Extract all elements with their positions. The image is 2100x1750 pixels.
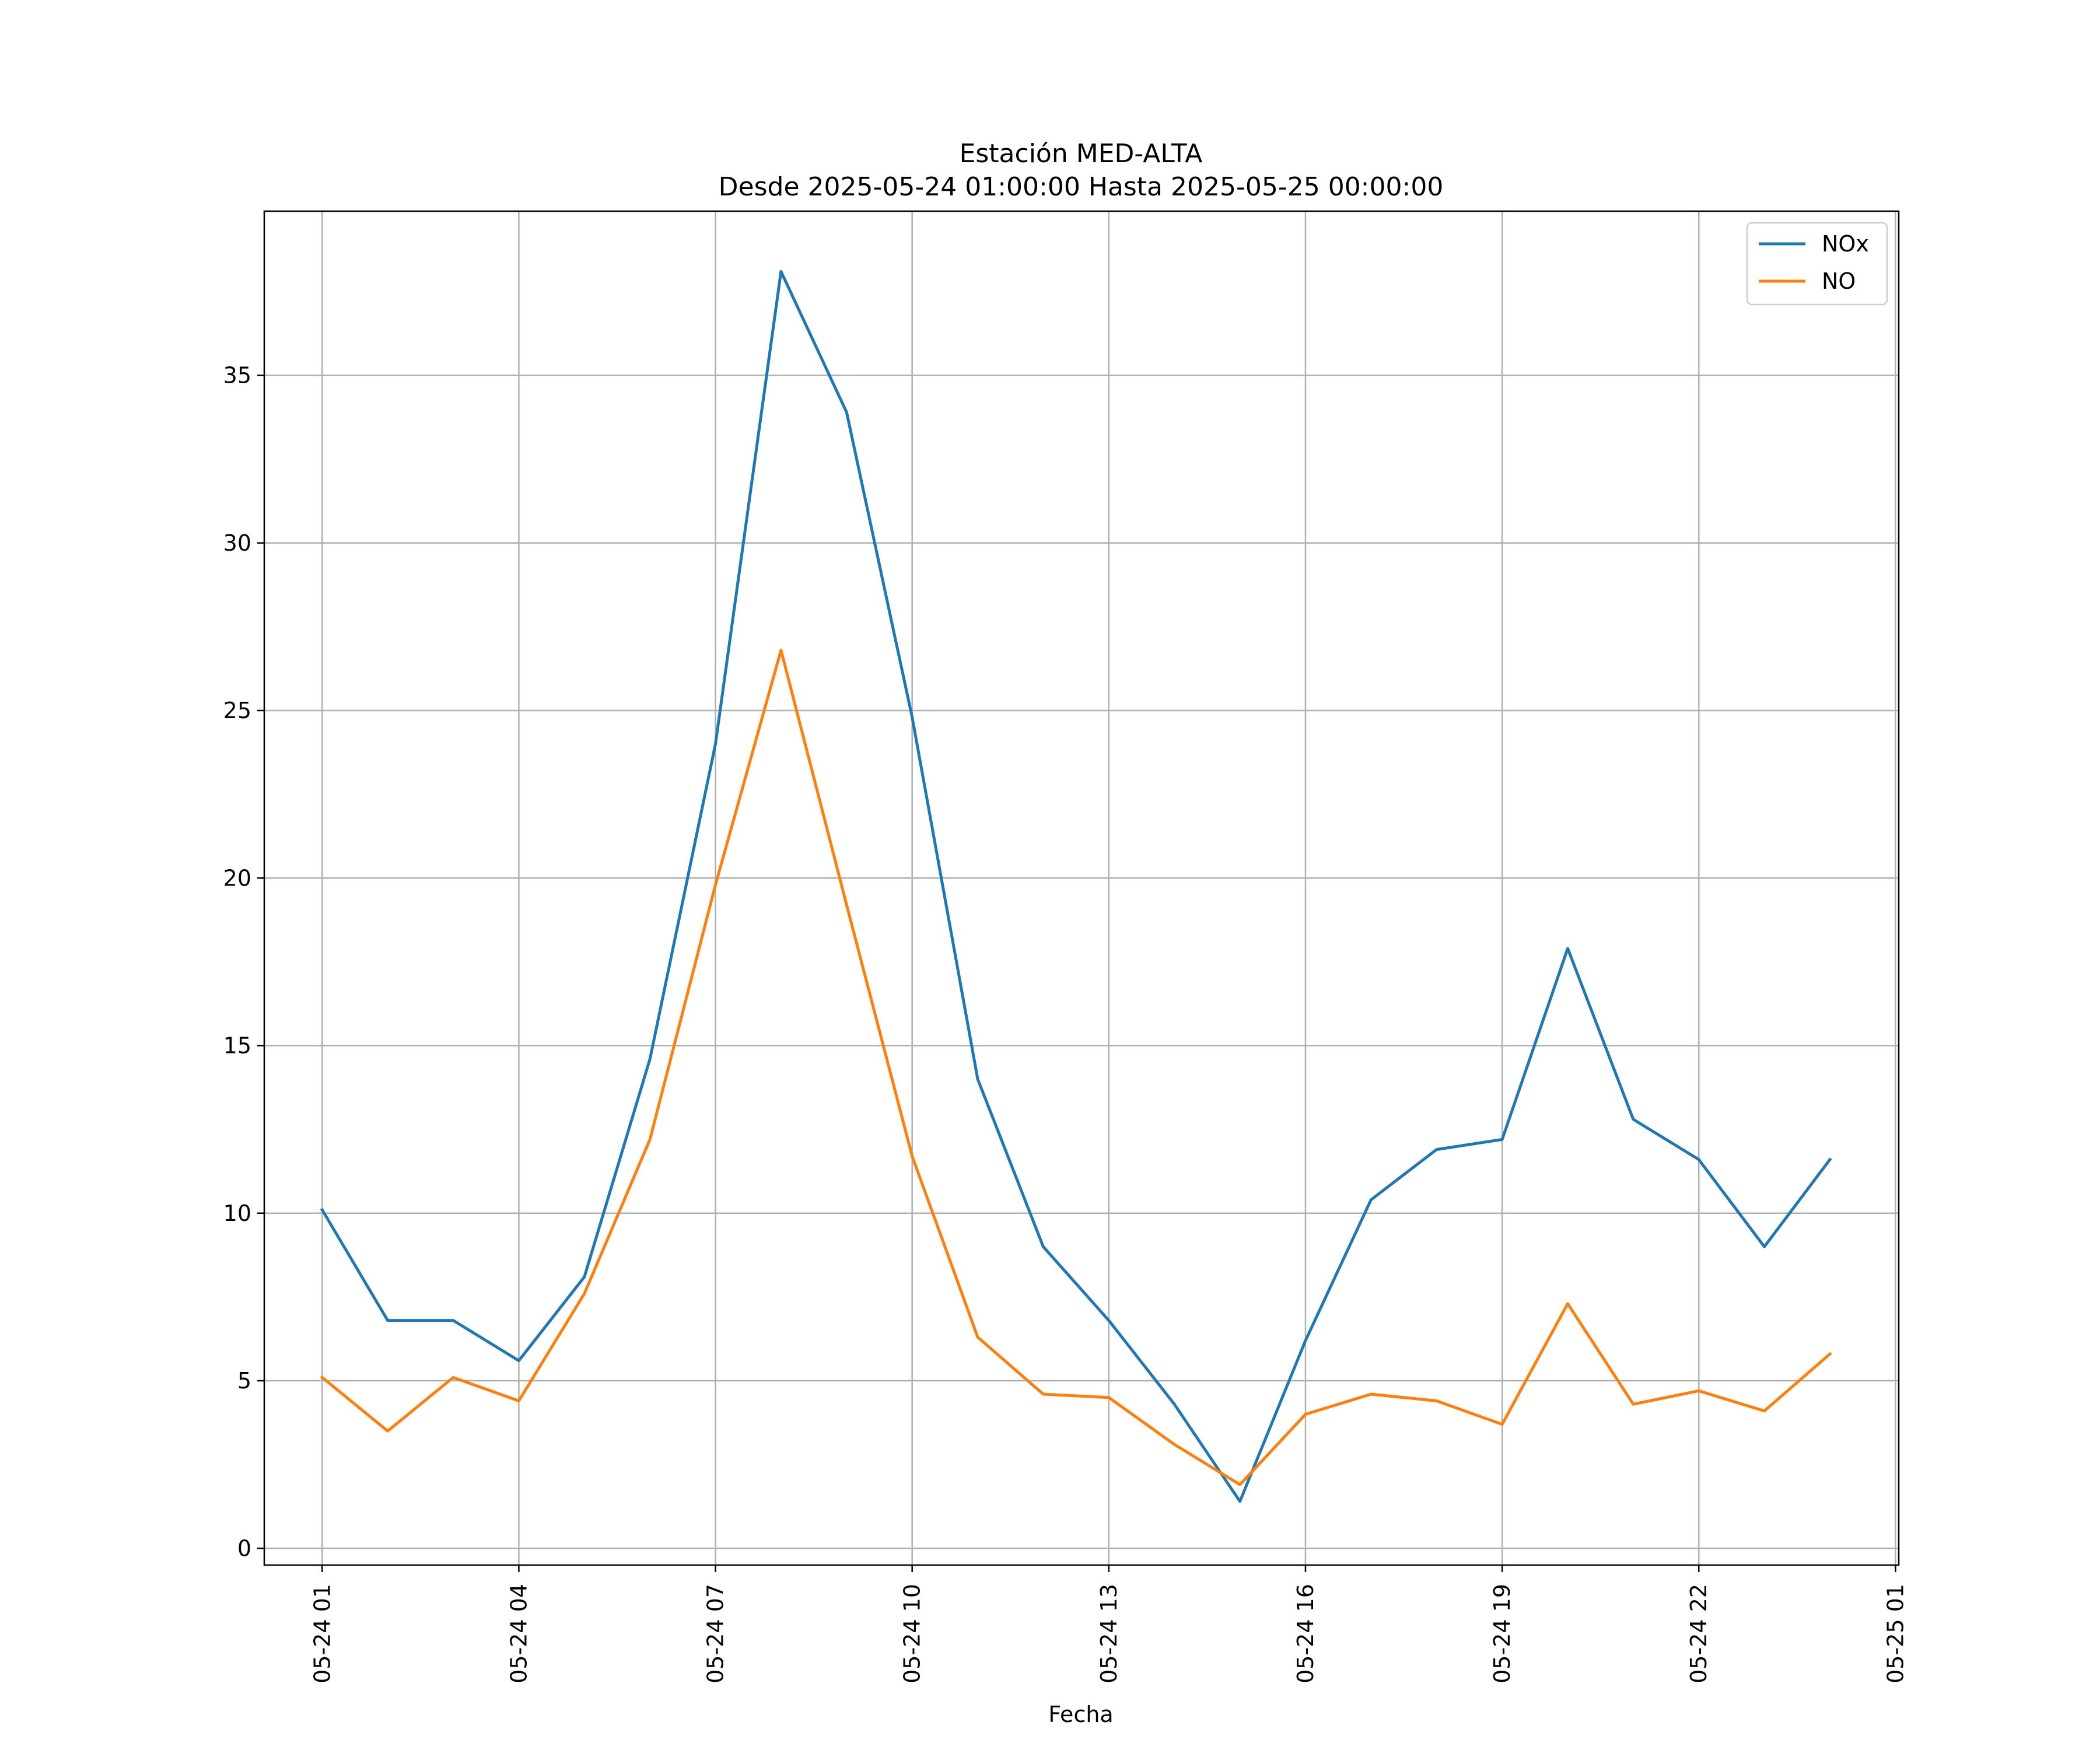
x-tick-label: 05-24 16	[1293, 1584, 1318, 1684]
x-tick-label: 05-24 10	[900, 1584, 925, 1684]
legend: NOx NO	[1746, 222, 1888, 306]
chart-subtitle: Desde 2025-05-24 01:00:00 Hasta 2025-05-…	[719, 172, 1444, 202]
y-tick-label: 0	[237, 1535, 251, 1561]
x-tick-label: 05-24 04	[506, 1584, 531, 1684]
y-tick-label: 35	[223, 363, 251, 388]
legend-label-nox: NOx	[1822, 231, 1869, 257]
y-tick-label: 30	[223, 530, 251, 556]
x-tick-label: 05-24 19	[1489, 1584, 1515, 1684]
y-tick-label: 20	[223, 865, 251, 891]
y-axis-ticks: 0 5 10 15 20 25 30 35	[223, 363, 264, 1561]
legend-label-no: NO	[1822, 268, 1856, 294]
series-lines	[320, 270, 1832, 1503]
y-tick-label: 15	[223, 1033, 251, 1059]
y-tick-label: 25	[223, 698, 251, 723]
plot-frame	[263, 210, 1900, 1566]
x-tick-label: 05-25 01	[1882, 1584, 1908, 1684]
x-tick-label: 05-24 13	[1096, 1584, 1122, 1684]
x-tick-label: 05-24 22	[1686, 1584, 1712, 1684]
x-tick-label: 05-24 07	[703, 1584, 729, 1684]
x-axis-label: Fecha	[1048, 1702, 1113, 1727]
y-tick-label: 10	[223, 1200, 251, 1226]
x-axis-ticks: 05-24 01 05-24 04 05-24 07 05-24 10 05-24 13…	[309, 1565, 1908, 1684]
y-tick-label: 5	[237, 1368, 251, 1394]
series-line-nox	[320, 270, 1832, 1503]
series-line-no	[320, 649, 1832, 1486]
chart-title: Estación MED-ALTA	[960, 139, 1203, 169]
x-tick-label: 05-24 01	[309, 1584, 335, 1684]
